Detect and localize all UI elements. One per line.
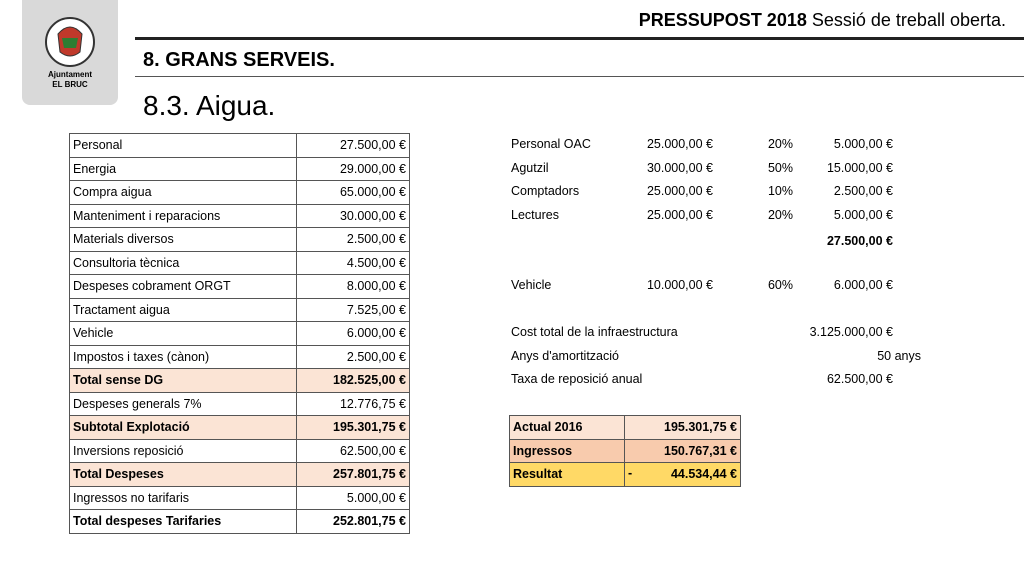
infra-value: 62.500,00 € (826, 372, 893, 386)
infra-label: Taxa de reposició anual (511, 372, 643, 386)
infra-value: 50 anys (877, 348, 921, 363)
row-amount: 5.000,00 € (296, 485, 410, 510)
staff-pct: 20% (767, 137, 793, 151)
row-label: Total Despeses (69, 462, 297, 487)
section-title: 8. GRANS SERVEIS. (143, 49, 335, 71)
row-amount: 252.801,75 € (296, 509, 410, 534)
staff-amount: 25.000,00 € (646, 184, 713, 198)
staff-name: Agutzil (511, 160, 549, 175)
logo-line1: Ajuntament (48, 70, 92, 79)
row-label: Vehicle (69, 321, 297, 346)
row-amount: 195.301,75 € (296, 415, 410, 440)
staff-result: 5.000,00 € (833, 207, 893, 222)
logo-box: Ajuntament EL BRUC (22, 0, 118, 105)
infra-label: Cost total de la infraestructura (511, 325, 678, 339)
row-amount: 12.776,75 € (296, 391, 410, 416)
summary-sign: - (628, 466, 633, 480)
row-amount: 29.000,00 € (296, 156, 410, 181)
row-amount: 27.500,00 € (296, 133, 410, 158)
header-title-bold: PRESSUPOST 2018 (638, 10, 807, 30)
section-rule (135, 76, 1024, 77)
staff-amount: 10.000,00 € (646, 278, 713, 292)
row-amount: 6.000,00 € (296, 321, 410, 346)
staff-result: 15.000,00 € (826, 160, 893, 175)
staff-name: Comptadors (511, 184, 580, 198)
header-title-rest: Sessió de treball oberta. (811, 10, 1006, 30)
infra-value: 3.125.000,00 € (809, 325, 893, 339)
row-label: Total despeses Tarifaries (69, 509, 297, 534)
row-amount: 257.801,75 € (296, 462, 410, 487)
logo-line2: EL BRUC (52, 80, 88, 89)
row-label: Materials diversos (69, 227, 297, 252)
row-amount: 7.525,00 € (296, 297, 410, 322)
row-label: Compra aigua (69, 180, 297, 205)
staff-pct: 20% (767, 207, 793, 222)
header-rule (135, 37, 1024, 40)
row-amount: 30.000,00 € (296, 203, 410, 228)
staff-result: 5.000,00 € (833, 137, 893, 151)
row-label: Total sense DG (69, 368, 297, 393)
row-amount: 2.500,00 € (296, 227, 410, 252)
row-label: Energia (69, 156, 297, 181)
staff-amount: 25.000,00 € (646, 207, 713, 222)
staff-name: Lectures (511, 207, 559, 222)
staff-pct: 60% (767, 278, 793, 292)
row-amount: 182.525,00 € (296, 368, 410, 393)
staff-name: Vehicle (511, 278, 552, 292)
row-label: Inversions reposició (69, 438, 297, 463)
row-label: Manteniment i reparacions (69, 203, 297, 228)
logo-emblem (45, 17, 95, 67)
staff-name: Personal OAC (511, 137, 591, 151)
subsection-title: 8.3. Aigua. (143, 90, 276, 121)
staff-result: 2.500,00 € (833, 184, 893, 198)
row-label: Personal (69, 133, 297, 158)
row-amount: 2.500,00 € (296, 344, 410, 369)
row-label: Despeses cobrament ORGT (69, 274, 297, 299)
row-amount: 8.000,00 € (296, 274, 410, 299)
staff-total: 27.500,00 € (826, 234, 893, 248)
summary-label: Resultat (509, 462, 625, 487)
row-label: Tractament aigua (69, 297, 297, 322)
summary-label: Actual 2016 (509, 415, 625, 440)
staff-result: 6.000,00 € (833, 278, 893, 292)
row-label: Consultoria tècnica (69, 250, 297, 275)
row-amount: 4.500,00 € (296, 250, 410, 275)
row-amount: 65.000,00 € (296, 180, 410, 205)
row-amount: 62.500,00 € (296, 438, 410, 463)
staff-amount: 25.000,00 € (646, 137, 713, 151)
staff-pct: 50% (767, 160, 793, 175)
row-label: Despeses generals 7% (69, 391, 297, 416)
summary-amount: 195.301,75 € (624, 415, 741, 440)
row-label: Subtotal Explotació (69, 415, 297, 440)
staff-amount: 30.000,00 € (646, 160, 713, 175)
summary-amount: 44.534,44 € (624, 462, 741, 487)
staff-pct: 10% (767, 184, 793, 198)
summary-amount: 150.767,31 € (624, 438, 741, 463)
infra-label: Anys d'amortització (511, 348, 619, 363)
row-label: Impostos i taxes (cànon) (69, 344, 297, 369)
summary-label: Ingressos (509, 438, 625, 463)
header-title: PRESSUPOST 2018 Sessió de treball oberta… (639, 10, 1006, 31)
row-label: Ingressos no tarifaris (69, 485, 297, 510)
